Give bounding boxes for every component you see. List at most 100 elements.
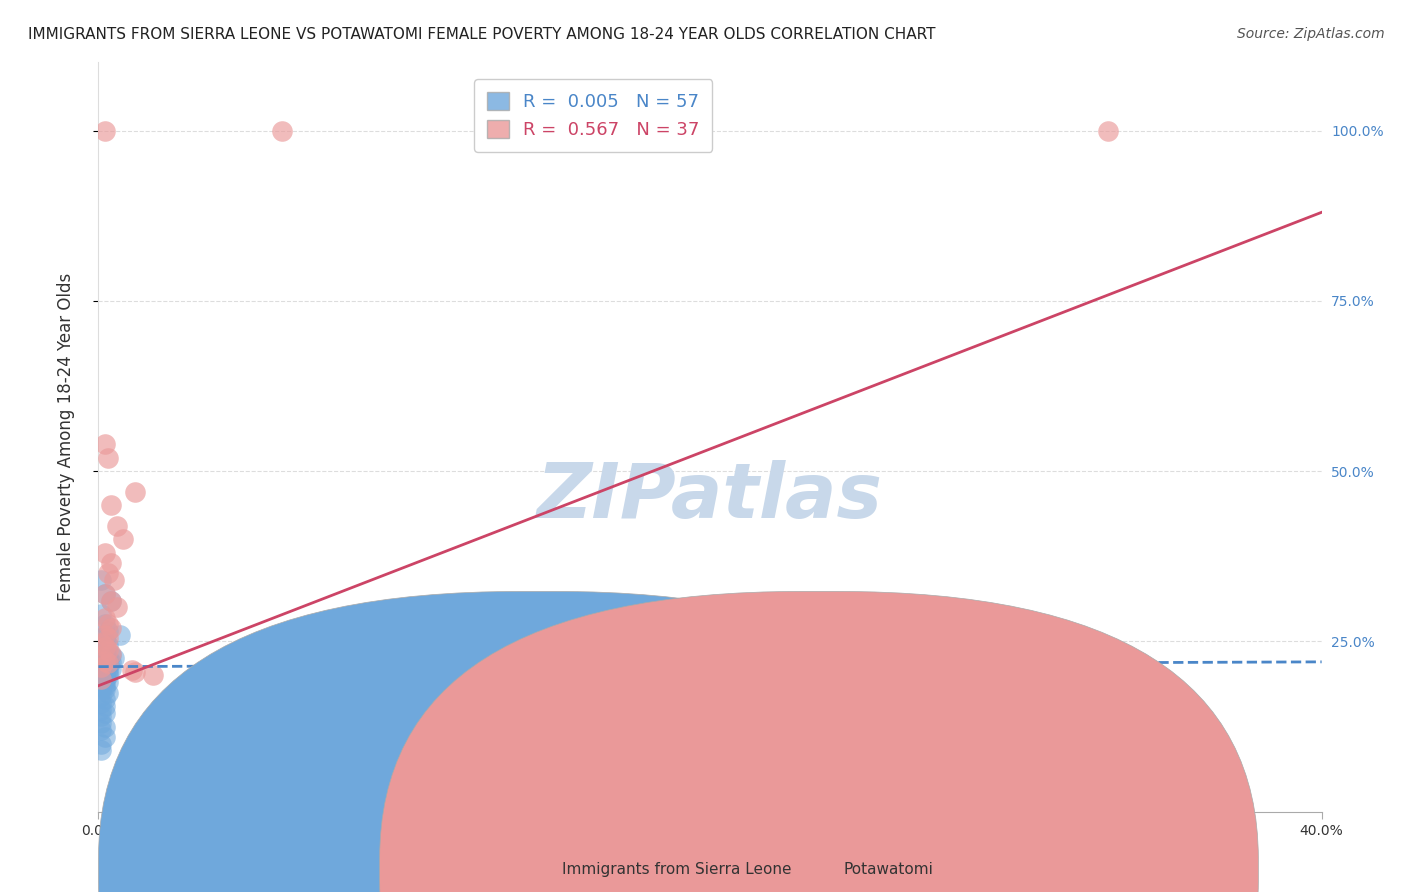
Point	[93, 720, 115, 734]
Point	[100, 655, 122, 669]
Text: IMMIGRANTS FROM SIERRA LEONE VS POTAWATOMI FEMALE POVERTY AMONG 18-24 YEAR OLDS : IMMIGRANTS FROM SIERRA LEONE VS POTAWATO…	[28, 27, 935, 42]
Point	[124, 665, 146, 679]
Point	[90, 689, 112, 703]
Point	[93, 662, 115, 676]
Point	[97, 685, 120, 699]
Point	[97, 631, 120, 645]
Point	[97, 450, 120, 465]
Text: Immigrants from Sierra Leone: Immigrants from Sierra Leone	[562, 863, 792, 877]
Point	[90, 651, 112, 665]
Point	[90, 672, 112, 686]
Point	[93, 651, 115, 665]
Point	[124, 484, 146, 499]
Point	[90, 723, 112, 737]
Point	[90, 737, 112, 751]
Point	[699, 679, 721, 693]
Point	[97, 675, 120, 690]
Point	[93, 692, 115, 706]
Point	[93, 587, 115, 601]
Point	[93, 610, 115, 624]
Point	[97, 668, 120, 682]
Point	[93, 679, 115, 693]
Point	[90, 682, 112, 697]
Point	[93, 437, 115, 451]
Point	[270, 123, 292, 137]
Point	[90, 649, 112, 664]
Point	[90, 636, 112, 650]
Point	[90, 660, 112, 674]
Point	[93, 665, 115, 679]
Point	[93, 730, 115, 744]
Point	[97, 655, 120, 669]
Point	[93, 675, 115, 690]
Point	[93, 699, 115, 714]
Point	[93, 655, 115, 669]
Point	[90, 665, 112, 679]
Point	[100, 647, 122, 661]
Point	[90, 709, 112, 723]
Point	[699, 754, 721, 768]
Point	[100, 662, 122, 676]
Point	[209, 672, 232, 686]
Point	[100, 498, 122, 512]
Point	[105, 600, 128, 615]
Text: Potawatomi: Potawatomi	[844, 863, 934, 877]
Point	[90, 658, 112, 673]
Point	[100, 593, 122, 607]
Point	[121, 663, 143, 677]
Point	[93, 658, 115, 673]
Point	[97, 566, 120, 581]
Point	[93, 123, 115, 137]
Point	[97, 665, 120, 679]
Legend: R =  0.005   N = 57, R =  0.567   N = 37: R = 0.005 N = 57, R = 0.567 N = 37	[474, 79, 713, 152]
Point	[1097, 123, 1119, 137]
Point	[97, 651, 120, 665]
Point	[93, 587, 115, 601]
Point	[93, 653, 115, 667]
Point	[97, 624, 120, 639]
Point	[90, 573, 112, 587]
Point	[97, 657, 120, 671]
Point	[90, 716, 112, 731]
Text: Source: ZipAtlas.com: Source: ZipAtlas.com	[1237, 27, 1385, 41]
Point	[103, 573, 125, 587]
Point	[93, 672, 115, 686]
Point	[93, 706, 115, 720]
Point	[103, 651, 125, 665]
Point	[93, 640, 115, 654]
Point	[93, 546, 115, 560]
Point	[108, 627, 131, 641]
Point	[90, 668, 112, 682]
Point	[93, 668, 115, 682]
Point	[111, 533, 134, 547]
Point	[93, 682, 115, 697]
Point	[97, 662, 120, 676]
Point	[100, 648, 122, 662]
Point	[100, 593, 122, 607]
Point	[93, 648, 115, 662]
Point	[93, 634, 115, 648]
Point	[90, 607, 112, 622]
Point	[90, 675, 112, 690]
Point	[142, 668, 165, 682]
Point	[100, 556, 122, 570]
Point	[90, 702, 112, 716]
Point	[90, 655, 112, 669]
Point	[97, 658, 120, 673]
Point	[105, 518, 128, 533]
Point	[100, 621, 122, 635]
Point	[90, 631, 112, 645]
Point	[90, 672, 112, 686]
Point	[97, 638, 120, 652]
Y-axis label: Female Poverty Among 18-24 Year Olds: Female Poverty Among 18-24 Year Olds	[56, 273, 75, 601]
Point	[97, 642, 120, 657]
Point	[90, 679, 112, 693]
Point	[90, 696, 112, 710]
Point	[97, 617, 120, 632]
Point	[90, 645, 112, 659]
Point	[90, 662, 112, 676]
Point	[423, 668, 446, 682]
Point	[93, 617, 115, 632]
Point	[90, 743, 112, 757]
Point	[93, 627, 115, 641]
